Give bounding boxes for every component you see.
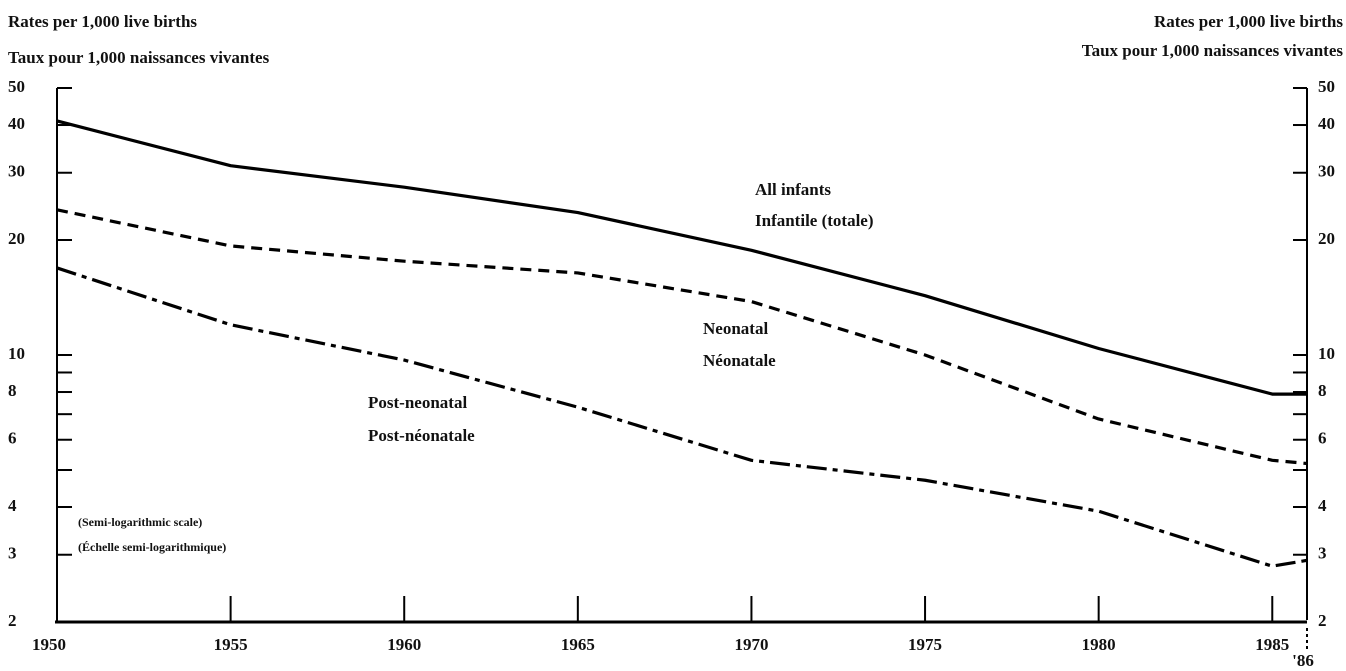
annotation: Neonatal — [703, 319, 768, 338]
x-tick-label: 1955 — [214, 635, 248, 654]
annotation: Néonatale — [703, 351, 776, 370]
series-line — [56, 266, 1308, 568]
annotation: (Échelle semi-logarithmique) — [78, 540, 226, 554]
annotation: All infants — [755, 180, 831, 199]
y2-tick-label: 3 — [1318, 544, 1327, 563]
y-axis-label: Taux pour 1,000 naissances vivantes — [8, 48, 270, 67]
y-tick-label: 4 — [8, 496, 17, 515]
x-tick-label: 1960 — [387, 635, 421, 654]
y2-tick-label: 30 — [1318, 162, 1335, 181]
x-tick-label: 1980 — [1082, 635, 1116, 654]
y2-axis-label: Rates per 1,000 live births — [1154, 12, 1343, 31]
y2-tick-label: 4 — [1318, 496, 1327, 515]
x-tick-label: 1965 — [561, 635, 595, 654]
series-line — [56, 208, 1308, 466]
x-tick-label: 1975 — [908, 635, 942, 654]
y-axis-label: Rates per 1,000 live births — [8, 12, 197, 31]
x-tick-label: 1970 — [734, 635, 768, 654]
y2-tick-label: 6 — [1318, 429, 1327, 448]
y-tick-label: 3 — [8, 544, 17, 563]
y-tick-label: 8 — [8, 381, 17, 400]
annotation: (Semi-logarithmic scale) — [78, 515, 202, 529]
x-tick-label: 1985 — [1255, 635, 1289, 654]
y2-tick-label: 20 — [1318, 229, 1335, 248]
y-tick-label: 40 — [8, 114, 25, 133]
series-line — [56, 119, 1307, 396]
y2-tick-label: 8 — [1318, 381, 1327, 400]
y2-tick-label: 40 — [1318, 114, 1335, 133]
annotation: Post-neonatal — [368, 393, 467, 412]
y-tick-label: 30 — [8, 162, 25, 181]
y2-tick-label: 2 — [1318, 611, 1327, 630]
y2-tick-label: 10 — [1318, 344, 1335, 363]
y-tick-label: 10 — [8, 344, 25, 363]
y-tick-label: 2 — [8, 611, 17, 630]
y2-axis-label: Taux pour 1,000 naissances vivantes — [1082, 41, 1344, 60]
annotation: Infantile (totale) — [755, 211, 874, 230]
x-tick-label: 1950 — [32, 635, 66, 654]
y-tick-label: 6 — [8, 429, 17, 448]
x-tick-label: '86 — [1292, 651, 1314, 670]
y-tick-label: 50 — [8, 77, 25, 96]
y2-tick-label: 50 — [1318, 77, 1335, 96]
annotation: Post-néonatale — [368, 426, 475, 445]
y-tick-label: 20 — [8, 229, 25, 248]
